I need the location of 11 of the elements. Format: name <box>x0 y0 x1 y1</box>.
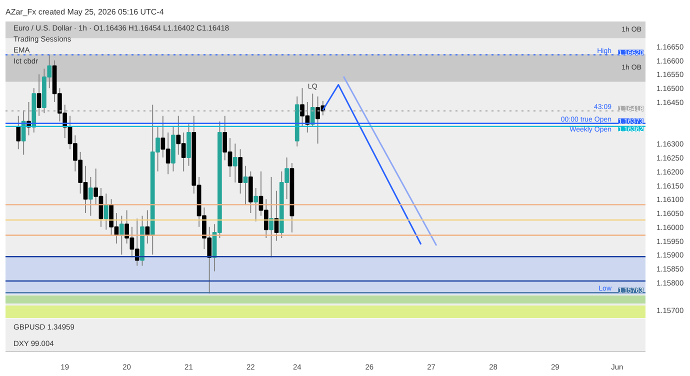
candlestick <box>310 93 315 128</box>
candlestick <box>104 193 108 230</box>
candlestick <box>233 143 238 183</box>
candlestick <box>243 165 248 206</box>
candlestick <box>254 188 258 222</box>
candlestick <box>16 115 21 150</box>
chart-title: AZar_Fx created May 25, 2026 05:16 UTC-4 <box>6 8 164 16</box>
candlestick <box>119 215 124 256</box>
candlestick <box>269 176 274 258</box>
candlestick <box>88 176 93 216</box>
candlestick <box>36 74 42 116</box>
